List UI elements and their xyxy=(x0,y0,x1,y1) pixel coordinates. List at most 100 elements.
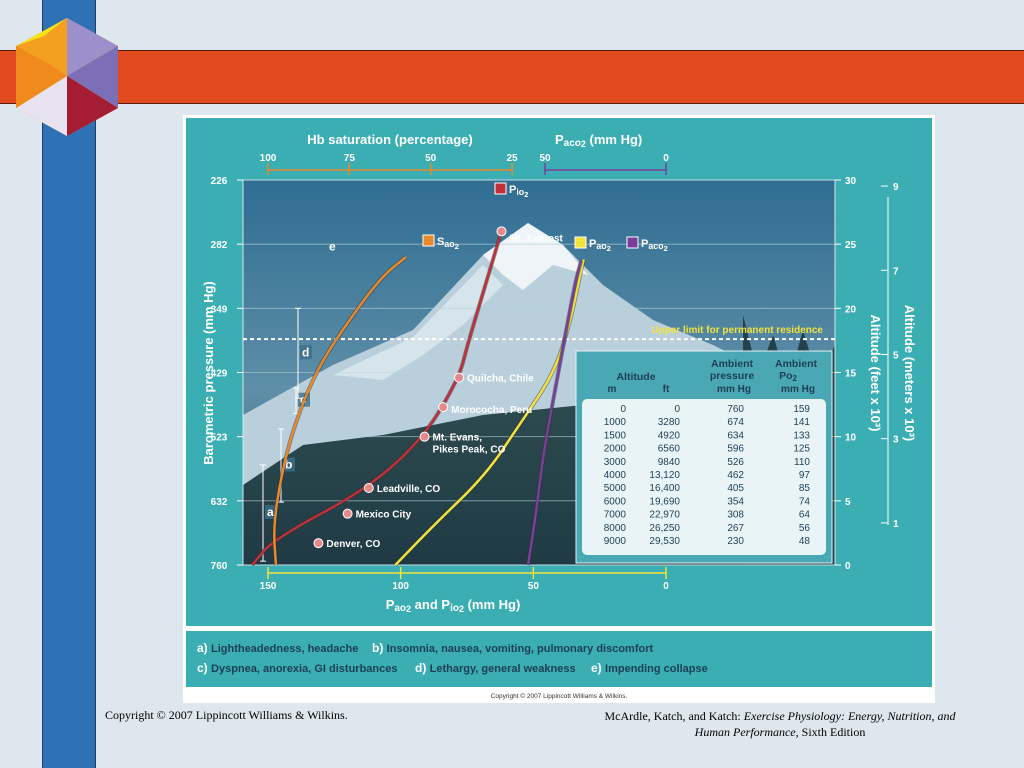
location-label: Mt. Evans, xyxy=(433,433,483,444)
citation-edition: Sixth Edition xyxy=(798,725,866,739)
right-meters-tick-label: 1 xyxy=(893,519,899,530)
figure-copyright: Copyright © 2007 Lippincott Williams & W… xyxy=(491,692,628,700)
legend-label-Sao2: Sao2 xyxy=(437,236,459,251)
series-line-Sao2 xyxy=(273,256,407,566)
table-cell: 9840 xyxy=(658,457,681,468)
location-marker xyxy=(419,431,430,442)
copyright-footer: Copyright © 2007 Lippincott Williams & W… xyxy=(105,708,348,722)
right-feet-tick-label: 30 xyxy=(845,176,857,187)
left-tick-label: 760 xyxy=(211,561,228,572)
table-cell: 110 xyxy=(794,457,810,468)
zone-label-b: b xyxy=(285,458,292,472)
table-cell: 526 xyxy=(727,457,744,468)
top-hb-axis-label: Hb saturation (percentage) xyxy=(307,132,472,147)
top-paco2-tick-label: 50 xyxy=(539,153,551,164)
table-cell: 9000 xyxy=(604,536,627,547)
right-meters-tick-label: 7 xyxy=(893,266,899,277)
location-marker xyxy=(313,538,324,549)
table-cell: 159 xyxy=(793,404,810,415)
legend-label-Pao2: Pao2 xyxy=(589,238,611,253)
table-cell: 760 xyxy=(727,404,744,415)
table-cell: 1000 xyxy=(604,417,627,428)
location-marker xyxy=(342,508,353,519)
left-tick-label: 349 xyxy=(211,304,228,315)
notes-panel xyxy=(186,631,932,687)
table-col-header: ft xyxy=(663,384,670,395)
zone-label-a: a xyxy=(267,505,274,519)
table-cell: 97 xyxy=(799,470,811,481)
table-cell: 3000 xyxy=(604,457,627,468)
note-b: b) Insomnia, nausea, vomiting, pulmonary… xyxy=(372,641,653,655)
table-group-header: Altitude xyxy=(616,371,655,383)
table-cell: 16,400 xyxy=(649,483,680,494)
right-feet-axis-label: Altitude (feet x 10³) xyxy=(868,314,883,431)
table-cell: 308 xyxy=(727,510,744,521)
zone-label-bg xyxy=(300,345,312,360)
table-cell: 0 xyxy=(620,404,626,415)
citation-footer: McArdle, Katch, and Katch: Exercise Phys… xyxy=(600,708,960,740)
right-feet-tick-label: 25 xyxy=(845,240,857,251)
location-marker xyxy=(496,226,507,237)
top-hb-tick-label: 75 xyxy=(344,153,356,164)
note-a: a) Lightheadedness, headache xyxy=(197,641,358,655)
left-tick-label: 429 xyxy=(211,369,228,380)
table-cell: 7000 xyxy=(604,510,627,521)
location-label: Pikes Peak, CO xyxy=(433,445,506,456)
table-cell: 29,530 xyxy=(649,536,680,547)
location-marker xyxy=(454,372,465,383)
bottom-tick-label: 150 xyxy=(260,581,277,592)
table-cell: 0 xyxy=(674,404,680,415)
top-paco2-tick-label: 0 xyxy=(663,153,669,164)
table-cell: 1500 xyxy=(604,430,627,441)
table-cell: 2000 xyxy=(604,444,627,455)
table-cell: 48 xyxy=(799,536,811,547)
bottom-tick-label: 50 xyxy=(528,581,540,592)
zone-label-e: e xyxy=(329,240,336,254)
table-cell: 3280 xyxy=(658,417,681,428)
table-cell: 26,250 xyxy=(649,523,680,534)
note-e: e) Impending collapse xyxy=(591,661,708,675)
right-feet-tick-label: 10 xyxy=(845,433,857,444)
table-group-header: Ambient xyxy=(775,358,818,370)
table-cell: 6000 xyxy=(604,496,627,507)
right-feet-tick-label: 20 xyxy=(845,304,857,315)
bottom-tick-label: 0 xyxy=(663,581,669,592)
slide-horizontal-band xyxy=(0,50,1024,104)
table-cell: 5000 xyxy=(604,483,627,494)
right-meters-tick-label: 3 xyxy=(893,435,899,446)
table-cell: 596 xyxy=(727,444,744,455)
table-col-header: mm Hg xyxy=(717,384,751,395)
legend-swatch-Pio2 xyxy=(494,182,507,195)
cube-logo-icon xyxy=(16,18,118,136)
citation-title: Exercise Physiology: Energy, Nutrition, … xyxy=(694,709,956,739)
altitude-figure: 226 282 349 429 523 632 760 Barometric pressure… xyxy=(183,115,935,703)
table-cell: 230 xyxy=(727,536,744,547)
table-cell: 85 xyxy=(799,483,811,494)
left-tick-label: 523 xyxy=(211,433,228,444)
residence-line-label: Upper limit for permanent residence xyxy=(651,325,823,336)
right-meters-tick-label: 9 xyxy=(893,182,899,193)
table-group-header: pressure xyxy=(710,370,755,382)
note-d: d) Lethargy, general weakness xyxy=(415,661,576,675)
series-line-Pao2 xyxy=(394,259,585,566)
table-cell: 674 xyxy=(727,417,744,428)
table-cell: 19,690 xyxy=(649,496,680,507)
location-marker xyxy=(438,402,449,413)
table-cell: 56 xyxy=(799,523,811,534)
table-cell: 267 xyxy=(727,523,744,534)
table-cell: 354 xyxy=(727,496,744,507)
table-group-header: Ambient xyxy=(711,358,754,370)
location-label: Denver, CO xyxy=(326,539,380,550)
top-paco2-axis-label: Paco2 (mm Hg) xyxy=(555,132,642,149)
altitude-table-body xyxy=(582,399,826,555)
table-group-header: Po2 xyxy=(779,370,797,383)
table-col-header: m xyxy=(608,384,617,395)
location-label: Mexico City xyxy=(356,510,412,521)
bottom-axis-label: Pao2 and Pio2 (mm Hg) xyxy=(386,597,521,614)
bottom-tick-label: 100 xyxy=(392,581,409,592)
legend-swatch-Pao2 xyxy=(574,236,587,249)
series-line-Paco2 xyxy=(526,260,583,566)
table-cell: 6560 xyxy=(658,444,681,455)
top-hb-tick-label: 100 xyxy=(260,153,277,164)
table-cell: 8000 xyxy=(604,523,627,534)
